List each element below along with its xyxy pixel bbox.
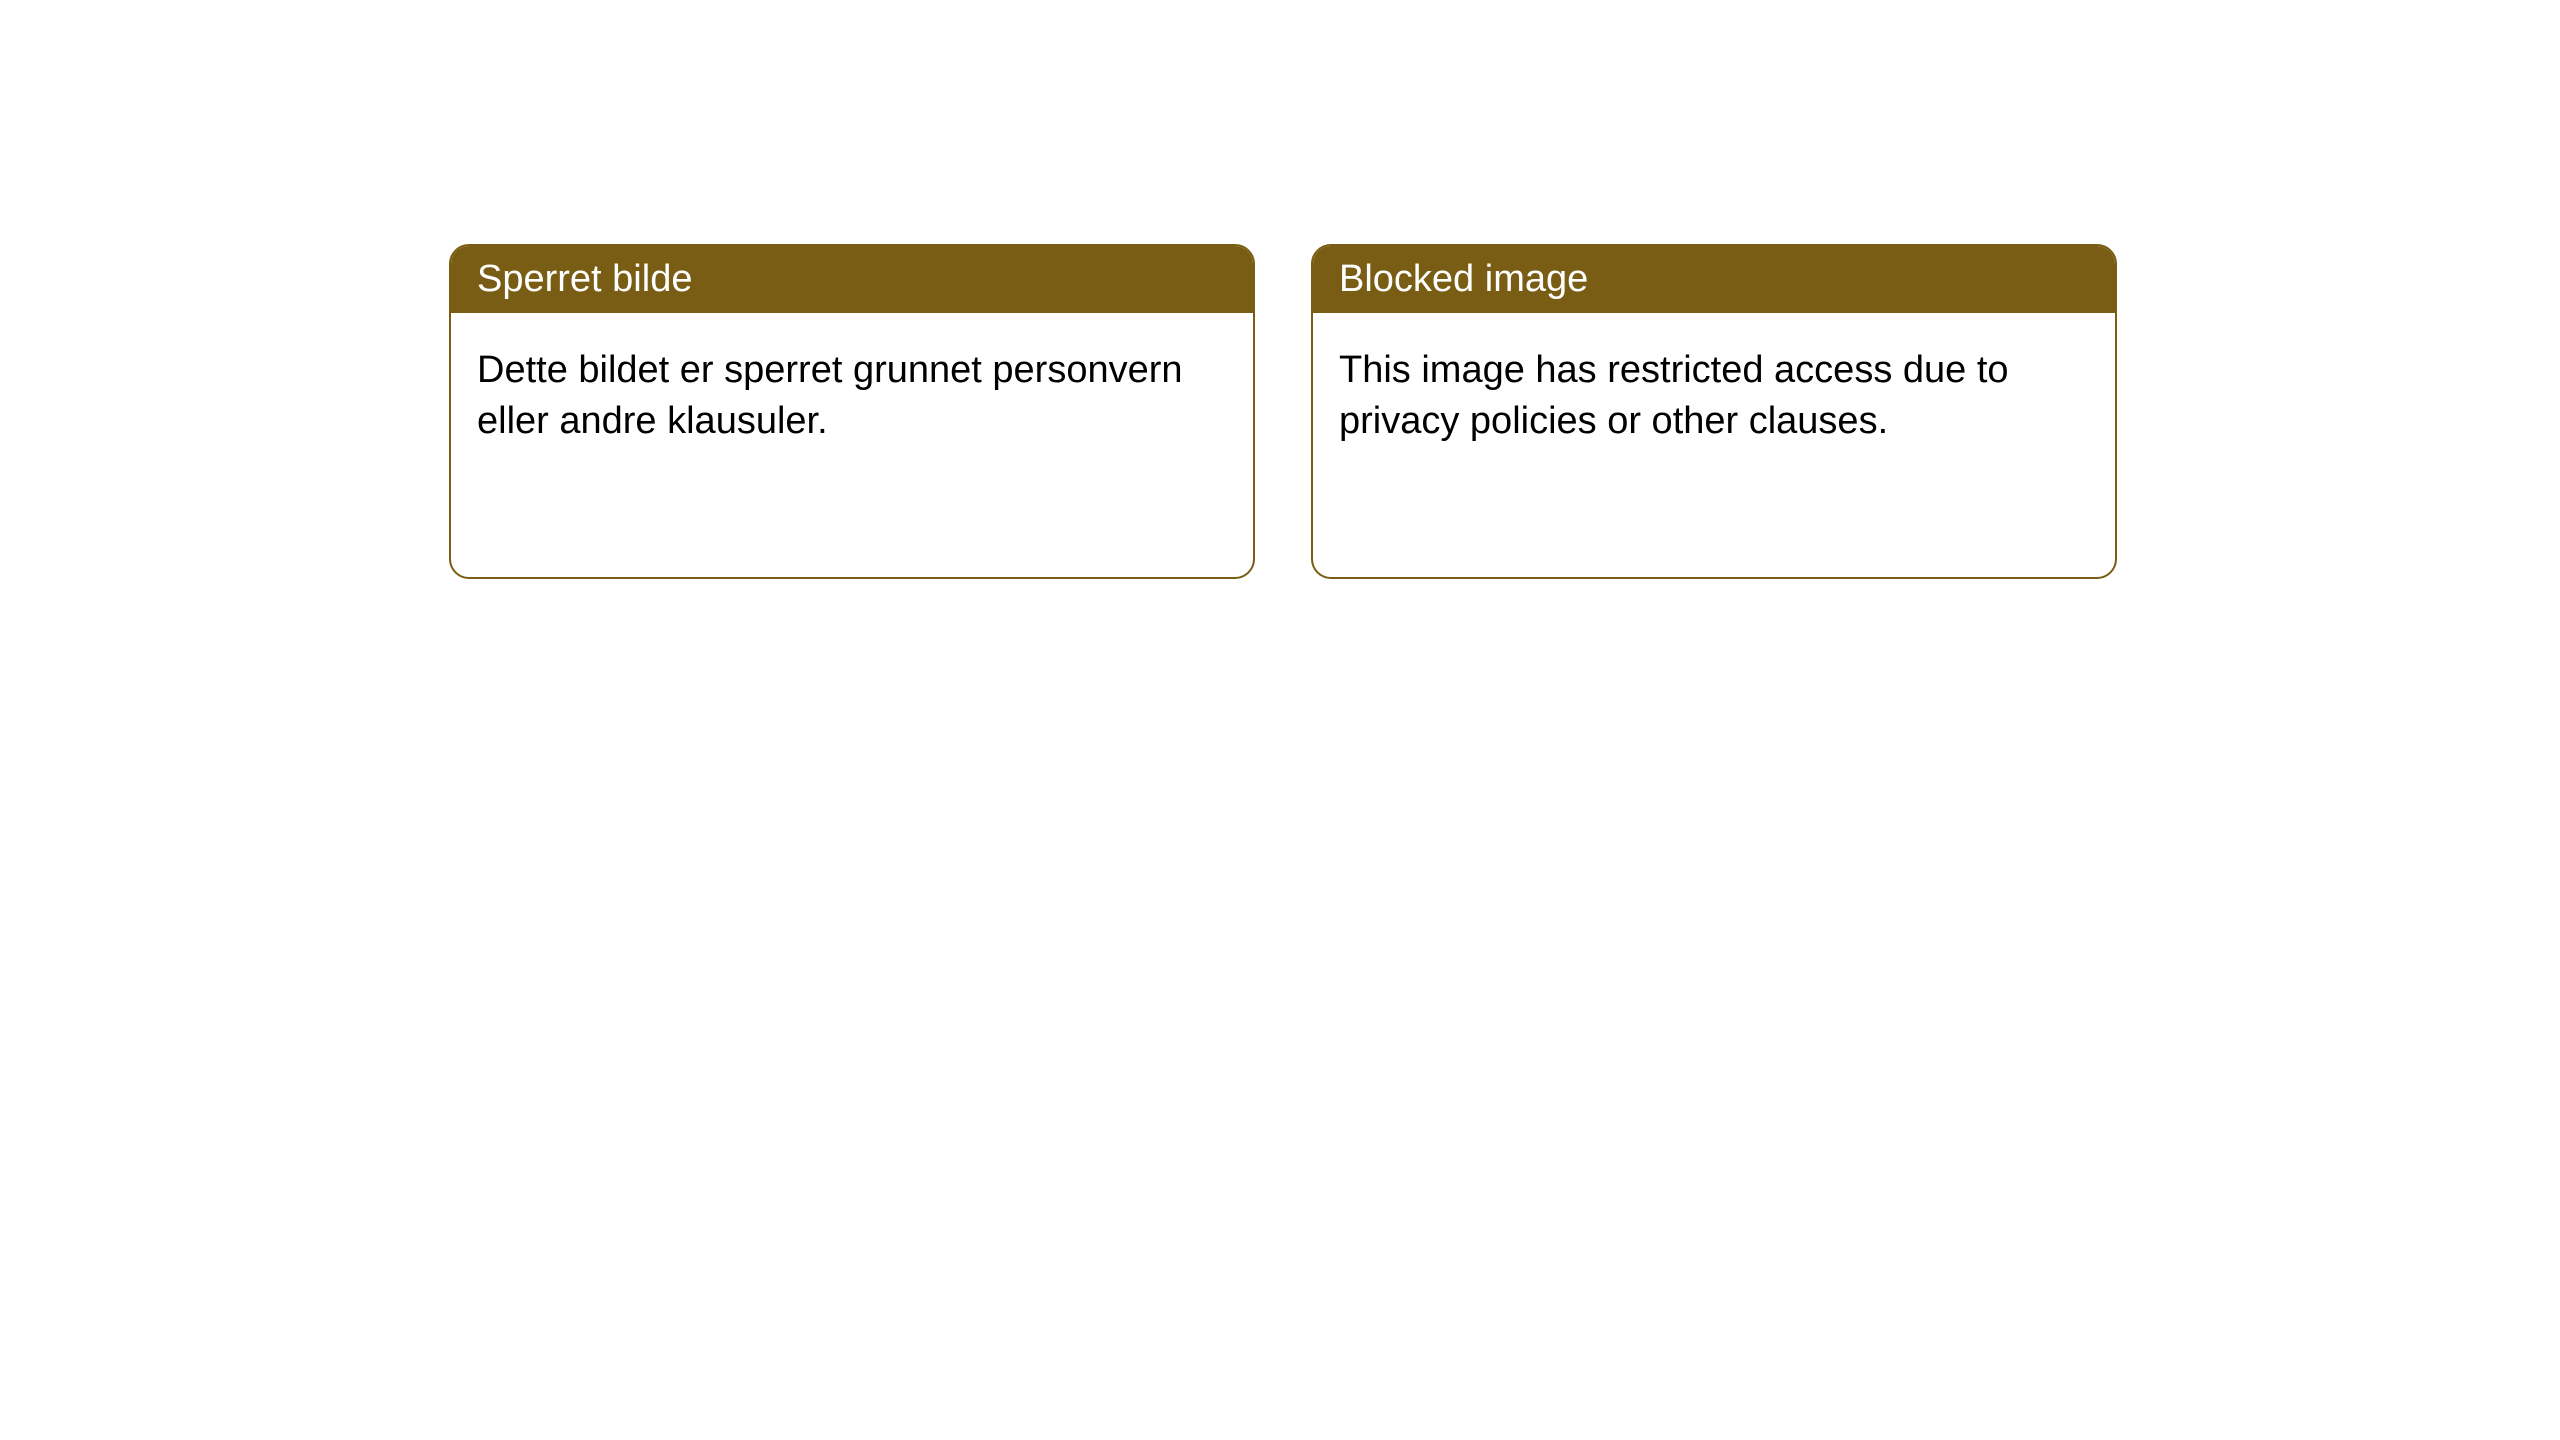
notice-card-english: Blocked image This image has restricted … (1311, 244, 2117, 579)
notice-card-body: This image has restricted access due to … (1313, 313, 2115, 480)
notice-cards-container: Sperret bilde Dette bildet er sperret gr… (449, 244, 2117, 579)
notice-card-norwegian: Sperret bilde Dette bildet er sperret gr… (449, 244, 1255, 579)
notice-card-header: Sperret bilde (451, 246, 1253, 313)
notice-card-header: Blocked image (1313, 246, 2115, 313)
notice-card-body: Dette bildet er sperret grunnet personve… (451, 313, 1253, 480)
